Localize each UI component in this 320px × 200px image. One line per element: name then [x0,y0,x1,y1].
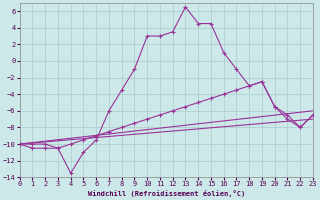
X-axis label: Windchill (Refroidissement éolien,°C): Windchill (Refroidissement éolien,°C) [88,190,245,197]
